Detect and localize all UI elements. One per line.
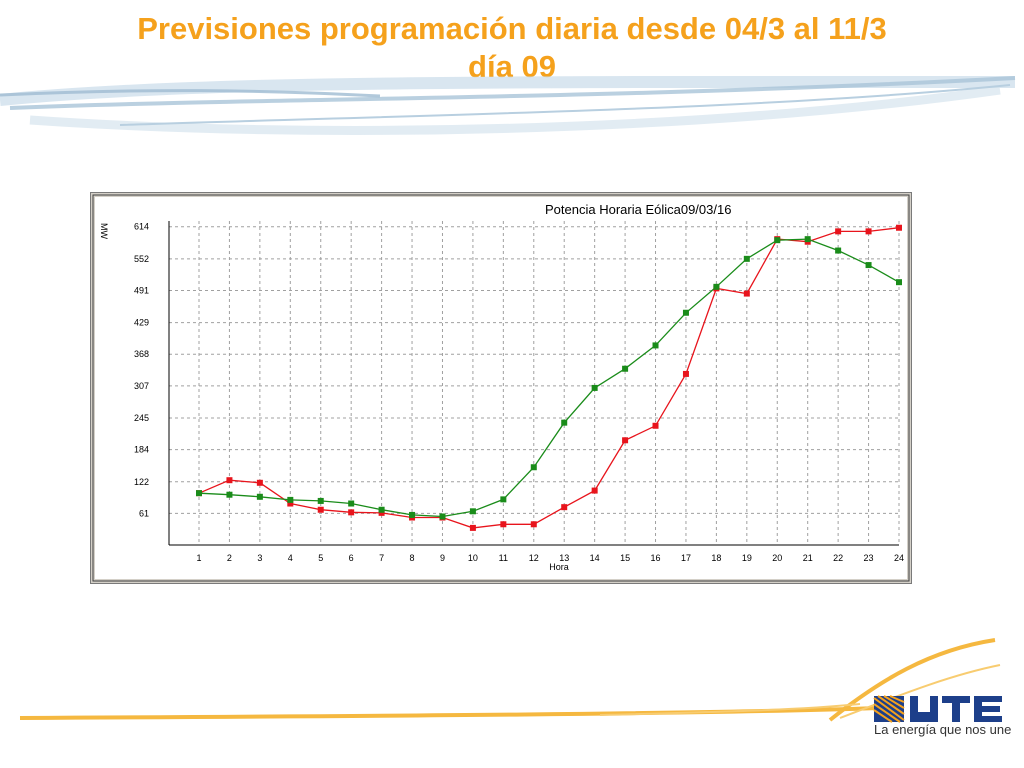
series-1-point	[835, 228, 842, 235]
chart-inner-border	[92, 194, 910, 582]
series-2-point	[561, 419, 568, 426]
x-tick-label: 23	[864, 553, 874, 563]
x-tick-label: 18	[711, 553, 721, 563]
ute-logo	[873, 695, 1002, 723]
x-tick-label: 11	[499, 553, 508, 563]
series-1-point	[530, 521, 537, 528]
x-tick-label: 6	[349, 553, 354, 563]
series-1-point	[682, 370, 689, 377]
series-1-point	[865, 228, 872, 235]
x-tick-label: 8	[410, 553, 415, 563]
x-tick-label: 16	[651, 553, 661, 563]
series-2-point	[196, 490, 202, 497]
x-tick-label: 7	[379, 553, 384, 563]
series-2-point	[652, 342, 659, 349]
y-tick-label: 429	[134, 318, 149, 328]
series-2-point	[835, 247, 842, 254]
series-1-point	[561, 504, 568, 511]
series-line-2	[198, 238, 900, 518]
x-tick-label: 17	[681, 553, 691, 563]
series-1-point	[622, 437, 629, 444]
x-tick-label: 22	[833, 553, 843, 563]
y-tick-label: 368	[134, 349, 149, 359]
x-tick-label: 3	[257, 553, 262, 563]
series-1-point	[500, 521, 507, 528]
slide-title-line1: Previsiones programación diaria desde 04…	[137, 11, 887, 46]
series-1-point	[378, 509, 385, 516]
x-tick-label: 9	[440, 553, 445, 563]
series-2-point	[682, 309, 689, 316]
x-tick-label: 1	[196, 553, 201, 563]
x-tick-label: 21	[803, 553, 813, 563]
series-1-point	[287, 500, 294, 507]
series-2-point	[256, 493, 263, 500]
series-1-point	[317, 506, 324, 513]
series-1-point	[469, 524, 476, 531]
x-tick-label: 2	[227, 553, 232, 563]
series-1-point	[226, 477, 233, 484]
x-tick-label: 20	[772, 553, 782, 563]
series-2-point	[378, 506, 385, 513]
y-tick-label: 552	[134, 254, 149, 264]
y-tick-label: 245	[134, 413, 149, 423]
y-tick-label: 307	[134, 381, 149, 391]
series-2-point	[348, 500, 355, 507]
logo-mark-icon	[873, 695, 905, 723]
x-axis-label: Hora	[549, 562, 569, 572]
series-1-point	[743, 290, 750, 297]
series-2-point	[439, 513, 446, 520]
series-2-point	[469, 508, 476, 515]
series-2-point	[226, 491, 233, 498]
series-2-point	[896, 279, 902, 286]
y-axis-label: MW	[99, 223, 109, 239]
y-tick-label: 61	[139, 508, 149, 518]
series-2-point	[317, 497, 324, 504]
x-tick-label: 4	[288, 553, 293, 563]
slide-title: Previsiones programación diaria desde 04…	[0, 10, 1024, 86]
series-1-point	[256, 479, 263, 486]
x-tick-label: 5	[318, 553, 323, 563]
y-tick-label: 122	[134, 477, 149, 487]
y-tick-label: 491	[134, 285, 149, 295]
x-tick-label: 10	[468, 553, 478, 563]
x-tick-label: 14	[590, 553, 600, 563]
y-tick-label: 614	[134, 222, 149, 232]
y-tick-label: 184	[134, 445, 149, 455]
series-2-point	[774, 237, 781, 244]
series-1-point	[652, 422, 659, 429]
series-2-point	[713, 283, 720, 290]
x-tick-label: 12	[529, 553, 539, 563]
series-1-point	[348, 509, 355, 516]
x-tick-label: 15	[620, 553, 630, 563]
x-tick-label: 24	[894, 553, 904, 563]
logo-wordmark-icon	[910, 696, 1002, 722]
series-2-point	[743, 255, 750, 262]
x-tick-label: 13	[559, 553, 569, 563]
series-2-point	[865, 262, 872, 269]
series-2-point	[622, 365, 629, 372]
series-2-point	[287, 496, 294, 503]
chart-title: Potencia Horaria Eólica09/03/16	[545, 202, 731, 217]
series-2-point	[409, 511, 416, 518]
logo-tagline: La energía que nos une	[874, 722, 1012, 737]
series-2-point	[500, 496, 507, 503]
decorative-swoosh-top	[0, 75, 1016, 135]
plot-background	[95, 197, 907, 579]
series-2-point	[591, 384, 598, 391]
series-2-point	[530, 464, 537, 471]
series-1-point	[896, 224, 902, 231]
decorative-swoosh-bottom	[19, 638, 1001, 722]
series-1-point	[591, 487, 598, 494]
series-2-point	[804, 236, 811, 243]
x-tick-label: 19	[742, 553, 752, 563]
